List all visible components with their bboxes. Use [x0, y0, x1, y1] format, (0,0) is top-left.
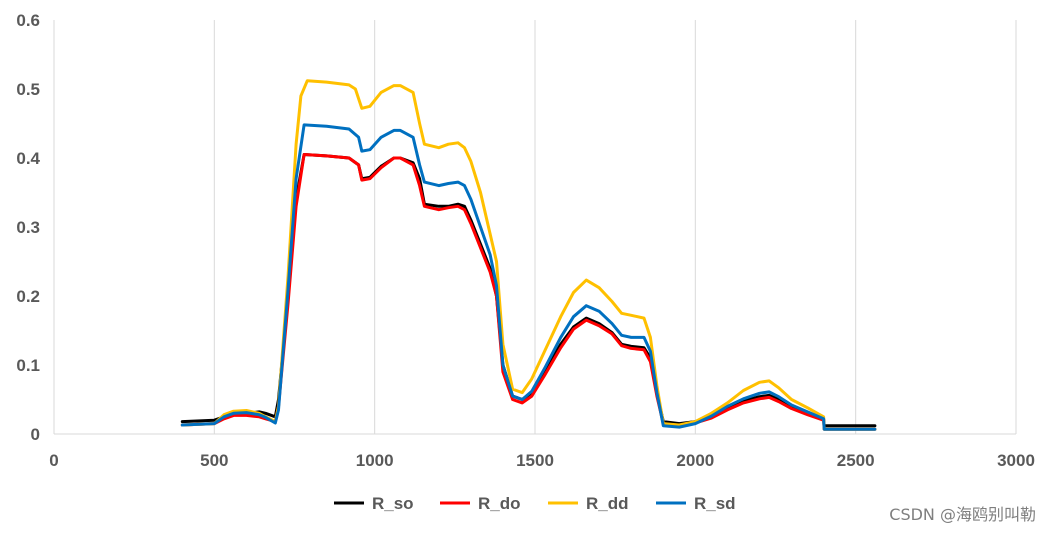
x-tick-label: 3000 [997, 451, 1035, 470]
y-tick-label: 0.3 [16, 218, 40, 237]
x-tick-label: 500 [200, 451, 228, 470]
x-tick-label: 1500 [516, 451, 554, 470]
series-line-r-dd [180, 79, 877, 431]
y-tick-label: 0.4 [16, 149, 40, 168]
legend-label: R_so [372, 494, 414, 513]
x-tick-label: 1000 [356, 451, 394, 470]
legend-label: R_do [478, 494, 521, 513]
series-lines [180, 79, 877, 431]
grid-lines [213, 20, 1017, 434]
x-tick-label: 2500 [837, 451, 875, 470]
x-tick-labels: 0 500 1000 1500 2000 2500 3000 [49, 451, 1035, 470]
y-tick-label: 0.1 [16, 356, 40, 375]
y-tick-label: 0.2 [16, 287, 40, 306]
x-axis [53, 20, 1016, 435]
x-tick-label: 2000 [676, 451, 714, 470]
legend-label: R_dd [586, 494, 629, 513]
y-tick-label: 0 [31, 425, 40, 444]
y-tick-labels: 0 0.1 0.2 0.3 0.4 0.5 0.6 [16, 11, 40, 444]
legend-label: R_sd [694, 494, 736, 513]
legend: R_so R_do R_dd R_sd [334, 494, 736, 513]
y-tick-label: 0.5 [16, 80, 40, 99]
y-tick-label: 0.6 [16, 11, 40, 30]
watermark: CSDN @海鸥别叫勒 [889, 505, 1036, 524]
series-line-r-sd [180, 123, 877, 431]
series-line-r-do [180, 153, 877, 431]
x-tick-label: 0 [49, 451, 58, 470]
